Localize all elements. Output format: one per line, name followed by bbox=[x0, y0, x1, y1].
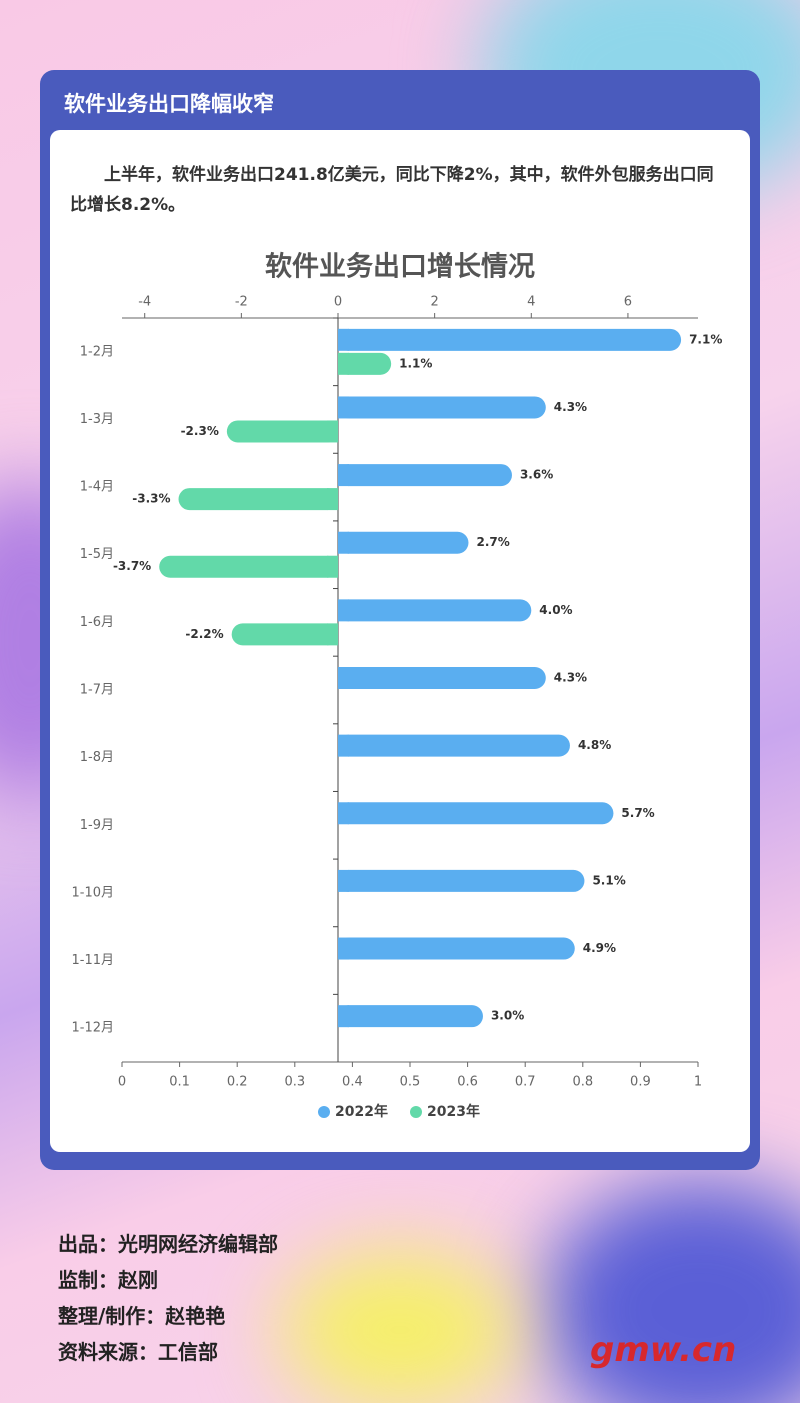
x-tick-label: -4 bbox=[138, 295, 151, 310]
bar-base bbox=[338, 531, 349, 554]
bar-base bbox=[338, 352, 349, 375]
bar-base bbox=[327, 623, 338, 646]
bar-base bbox=[327, 420, 338, 443]
bar bbox=[338, 869, 585, 892]
value-label: 4.3% bbox=[554, 671, 587, 685]
x2-tick-label: 0.7 bbox=[515, 1075, 536, 1090]
bar-base bbox=[338, 802, 349, 825]
x2-tick-label: 1 bbox=[694, 1075, 702, 1090]
bar bbox=[338, 352, 392, 375]
paragraph: 上半年，软件业务出口241.8亿美元，同比下降2%，其中，软件外包服务出口同比增… bbox=[70, 165, 714, 215]
legend-marker bbox=[318, 1106, 330, 1118]
bar bbox=[338, 328, 682, 351]
chart: 软件业务出口增长情况 -4 -2 0 2 4 6 0 0.1 0.2 0.3 0.4 0.5 0.6 0.… bbox=[71, 251, 722, 1121]
value-label: -2.2% bbox=[185, 627, 223, 641]
x2-tick-label: 0.1 bbox=[169, 1075, 190, 1090]
y-tick-label: 1-7月 bbox=[80, 683, 114, 698]
footer-line: 资料来源：工信部 bbox=[58, 1340, 218, 1364]
footer-line: 出品：光明网经济编辑部 bbox=[58, 1232, 278, 1256]
value-label: 3.6% bbox=[520, 468, 553, 482]
legend-marker bbox=[410, 1106, 422, 1118]
y-tick-label: 1-2月 bbox=[80, 344, 114, 359]
value-label: 2.7% bbox=[476, 535, 509, 549]
y-tick-label: 1-6月 bbox=[80, 615, 114, 630]
y-tick-label: 1-5月 bbox=[80, 547, 114, 562]
bar-base bbox=[338, 937, 349, 960]
bar-base bbox=[338, 328, 349, 351]
y-tick-label: 1-9月 bbox=[80, 818, 114, 833]
value-label: 4.0% bbox=[539, 603, 572, 617]
x-tick-label: 4 bbox=[527, 295, 535, 310]
chart-title: 软件业务出口增长情况 bbox=[265, 251, 535, 283]
x-tick-label: 0 bbox=[334, 295, 342, 310]
bar bbox=[338, 531, 469, 554]
y-tick-label: 1-11月 bbox=[71, 953, 114, 968]
x-tick-label: 2 bbox=[431, 295, 439, 310]
bar-base bbox=[338, 464, 349, 487]
x-tick-label: -2 bbox=[235, 295, 248, 310]
bar bbox=[338, 599, 532, 622]
bar-base bbox=[338, 734, 349, 757]
bar-base bbox=[338, 396, 349, 419]
bar bbox=[338, 734, 570, 757]
x2-tick-label: 0.5 bbox=[400, 1075, 421, 1090]
x2-tick-label: 0 bbox=[118, 1075, 126, 1090]
bar-base bbox=[327, 488, 338, 511]
panel bbox=[50, 130, 750, 1152]
value-label: -3.7% bbox=[113, 559, 151, 573]
value-label: 4.8% bbox=[578, 738, 611, 752]
y-tick-label: 1-12月 bbox=[71, 1021, 114, 1036]
footer-line: 监制：赵刚 bbox=[58, 1268, 158, 1292]
x2-tick-label: 0.3 bbox=[284, 1075, 305, 1090]
y-tick-label: 1-4月 bbox=[80, 480, 114, 495]
value-label: 3.0% bbox=[491, 1009, 524, 1023]
value-label: 4.9% bbox=[583, 941, 616, 955]
value-label: -3.3% bbox=[132, 492, 170, 506]
legend-label: 2023年 bbox=[427, 1103, 480, 1120]
y-tick-label: 1-3月 bbox=[80, 412, 114, 427]
x2-tick-label: 0.8 bbox=[572, 1075, 593, 1090]
value-label: -2.3% bbox=[181, 424, 219, 438]
bar bbox=[338, 396, 546, 419]
x-tick-label: 6 bbox=[624, 295, 632, 310]
y-tick-label: 1-10月 bbox=[71, 885, 114, 900]
x2-tick-label: 0.4 bbox=[342, 1075, 363, 1090]
value-label: 1.1% bbox=[399, 356, 432, 370]
value-label: 5.1% bbox=[592, 873, 625, 887]
y-tick-label: 1-8月 bbox=[80, 750, 114, 765]
bar bbox=[226, 420, 338, 443]
bar-base bbox=[338, 599, 349, 622]
bar-base bbox=[338, 1005, 349, 1028]
x2-tick-label: 0.6 bbox=[457, 1075, 478, 1090]
bar bbox=[338, 937, 575, 960]
bar-base bbox=[327, 555, 338, 578]
value-label: 4.3% bbox=[554, 400, 587, 414]
bar bbox=[178, 488, 338, 511]
bar bbox=[338, 802, 614, 825]
value-label: 7.1% bbox=[689, 332, 722, 346]
value-label: 5.7% bbox=[621, 806, 654, 820]
logo: gmw.cn bbox=[590, 1330, 737, 1370]
x2-tick-label: 0.9 bbox=[630, 1075, 651, 1090]
bar bbox=[159, 555, 338, 578]
card-title: 软件业务出口降幅收窄 bbox=[64, 92, 274, 116]
bar bbox=[338, 464, 512, 487]
bar bbox=[338, 667, 546, 689]
bar bbox=[231, 623, 338, 646]
legend-label: 2022年 bbox=[335, 1103, 388, 1120]
bar bbox=[338, 1005, 483, 1028]
x2-tick-label: 0.2 bbox=[227, 1075, 248, 1090]
bar-base bbox=[338, 869, 349, 892]
footer-line: 整理/制作：赵艳艳 bbox=[58, 1304, 226, 1328]
footer: 出品：光明网经济编辑部 监制：赵刚 整理/制作：赵艳艳 资料来源：工信部 bbox=[58, 1226, 278, 1370]
bar-base bbox=[338, 667, 349, 689]
